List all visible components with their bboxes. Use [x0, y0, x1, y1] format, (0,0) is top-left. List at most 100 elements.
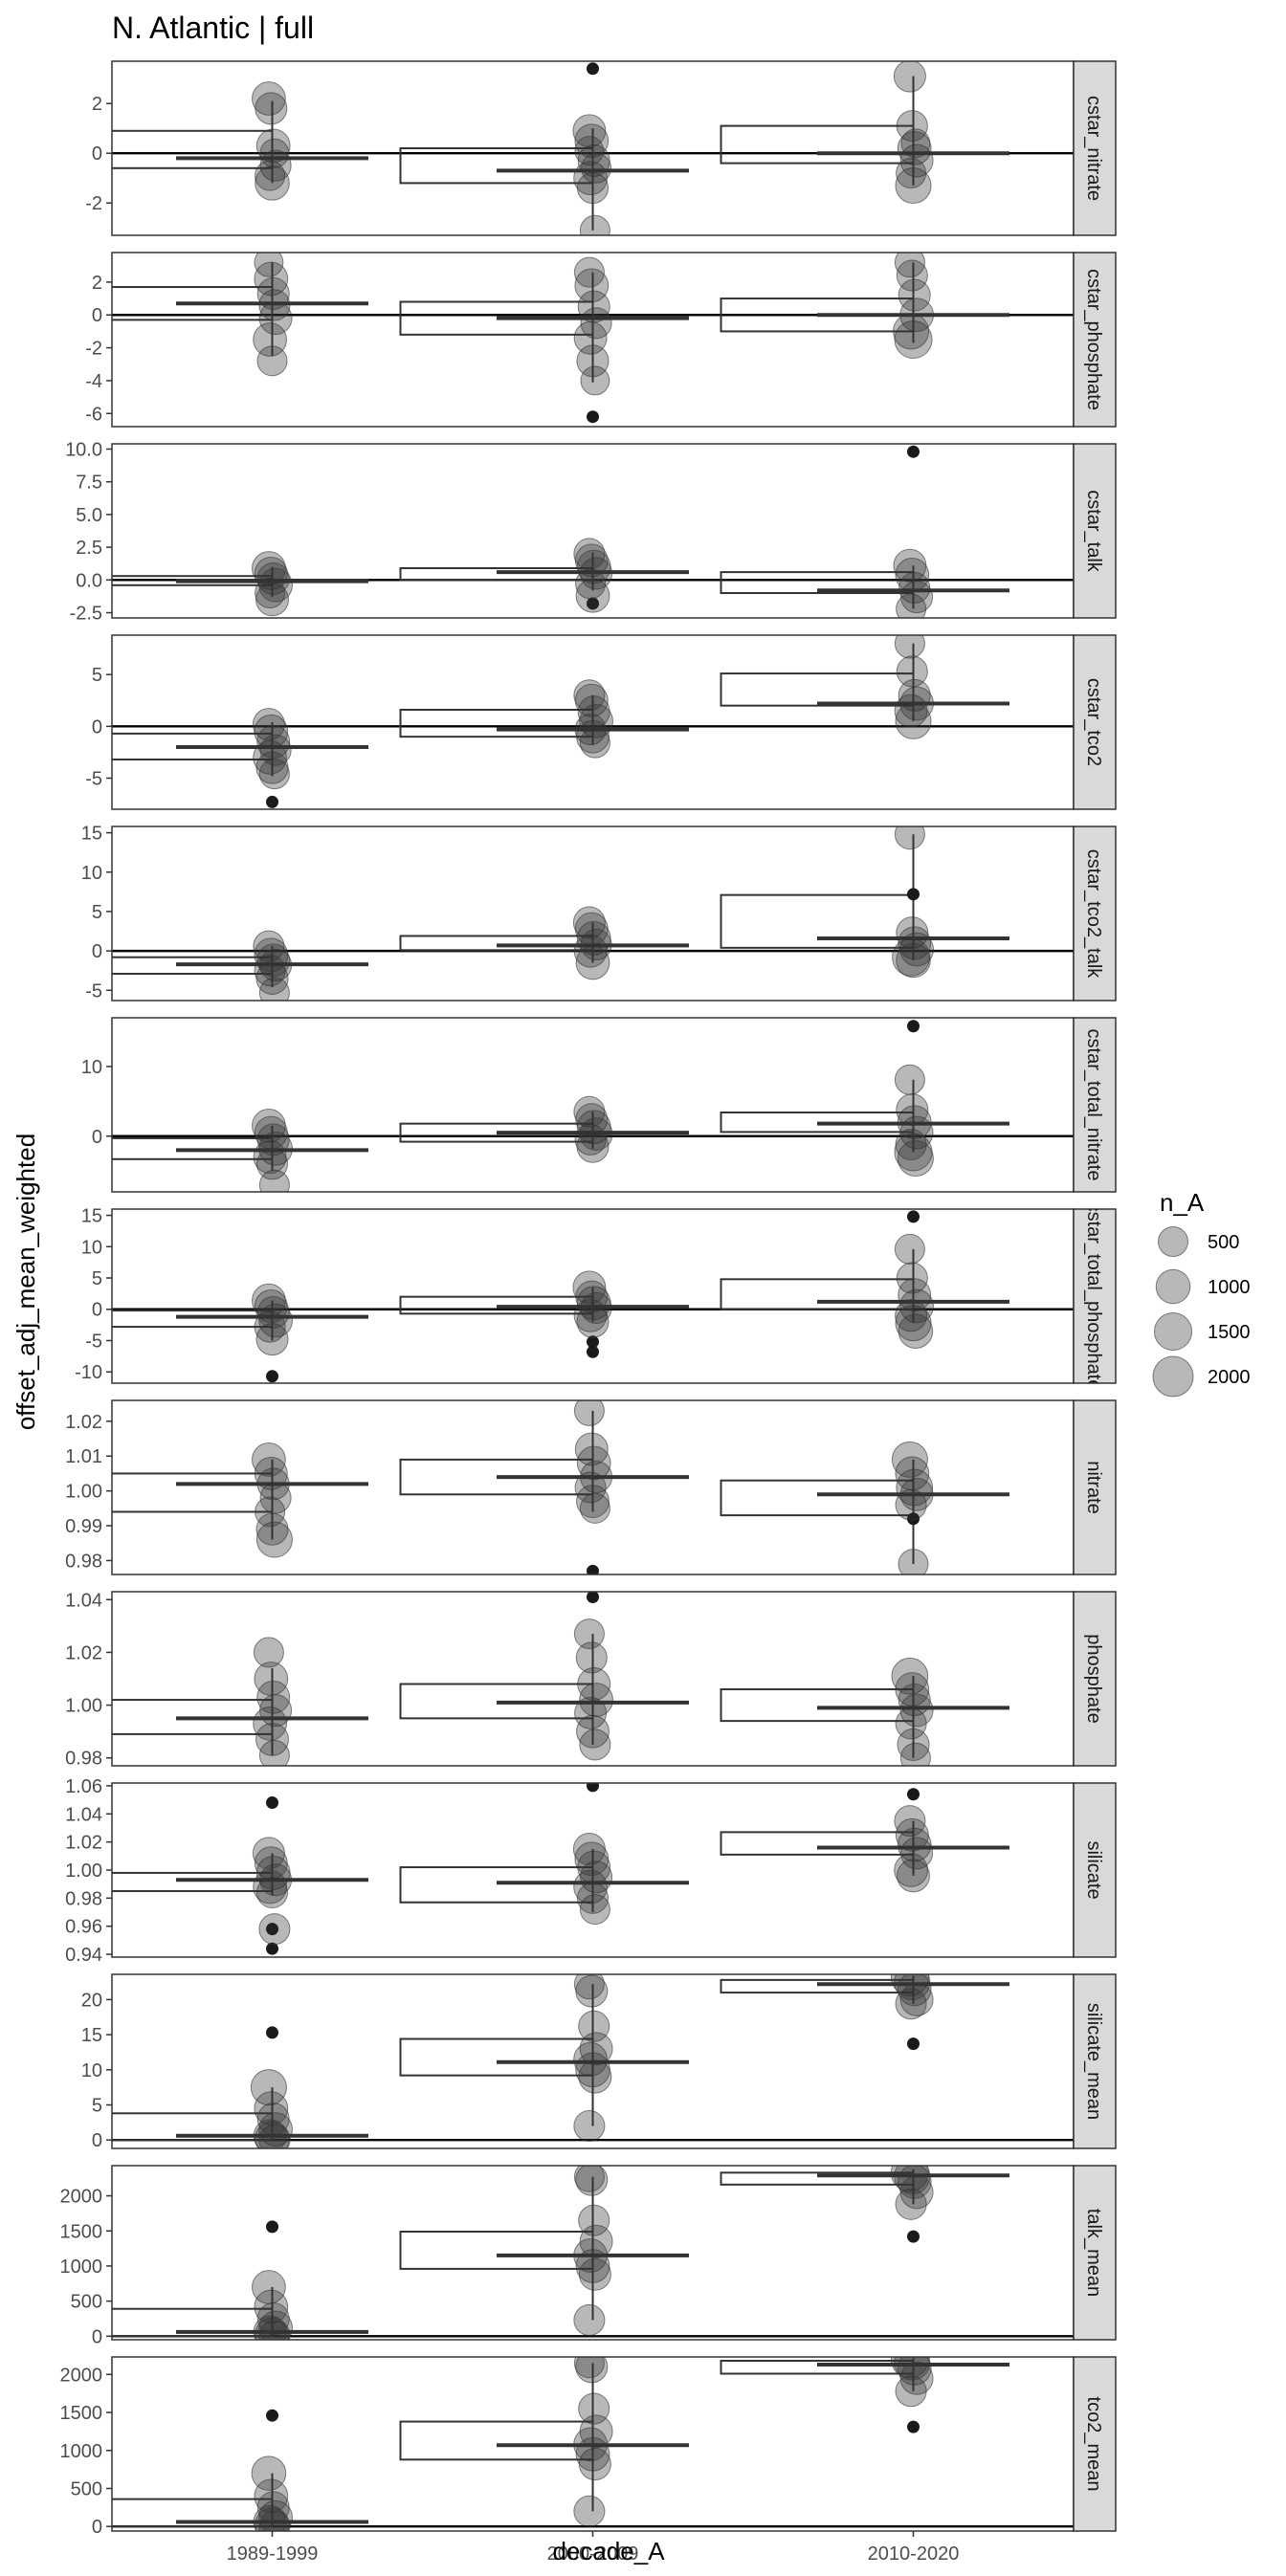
data-point [898, 1278, 932, 1312]
y-tick-label: 1.04 [65, 1590, 102, 1611]
data-point [255, 160, 286, 191]
box-2010-2020 [720, 2357, 1009, 2391]
data-point [254, 261, 289, 297]
data-point [251, 2455, 287, 2491]
data-point [252, 1442, 286, 1477]
data-point [259, 138, 290, 168]
data-point [576, 1305, 610, 1338]
data-point [573, 2303, 606, 2336]
data-point [898, 1313, 934, 1349]
data-point [576, 1714, 610, 1749]
legend-label: 500 [1208, 1232, 1239, 1253]
data-point [258, 1169, 290, 1192]
data-point [575, 568, 607, 600]
box-2000-2009 [399, 694, 689, 745]
data-point [255, 2317, 290, 2340]
box-2010-2020 [720, 1079, 1009, 1153]
box-2010-2020 [720, 2169, 1009, 2205]
legend-key-circle [1158, 1226, 1188, 1257]
facet-strip-label: phosphate [1083, 1634, 1104, 1723]
legend-key-circle [1153, 1311, 1193, 1352]
data-point [254, 1456, 288, 1490]
y-tick-label: 2.5 [76, 538, 102, 559]
data-point [258, 1913, 291, 1946]
y-tick-label: 10 [81, 2060, 102, 2081]
data-point [579, 1117, 613, 1152]
data-point [895, 166, 932, 205]
legend-label: 1000 [1208, 1277, 1251, 1298]
data-point [255, 2507, 290, 2531]
data-point [576, 344, 610, 378]
x-tick-label: 2000-2009 [547, 2543, 639, 2565]
data-point [255, 1148, 289, 1180]
data-point [578, 2257, 611, 2291]
box-iqr [399, 1866, 594, 1904]
box-2000-2009 [399, 272, 689, 383]
data-point [573, 2166, 605, 2192]
y-tick-label: 5 [92, 665, 102, 686]
data-point [255, 1512, 289, 1546]
data-point [255, 1521, 293, 1558]
data-point [253, 739, 287, 775]
y-tick-label: 500 [71, 2478, 102, 2499]
data-point [895, 2375, 927, 2408]
box-2000-2009 [399, 128, 689, 231]
data-point [258, 2124, 291, 2148]
x-axis: 1989-1999 2000-2009 2010-2020 [227, 2531, 959, 2565]
box-iqr [112, 2307, 274, 2338]
y-tick-label: 10 [81, 863, 102, 884]
data-point [897, 1105, 932, 1140]
panel-plot-area [112, 445, 1074, 618]
panel-plot-area [112, 635, 1074, 808]
y-tick-label: -2 [85, 339, 102, 360]
data-point [899, 1477, 934, 1511]
y-tick-label: -4 [85, 371, 102, 392]
panel-plot-area [112, 1783, 1009, 1955]
box-iqr [720, 1688, 915, 1723]
legend-key-circle [1152, 1355, 1194, 1398]
data-point [579, 1728, 611, 1761]
y-tick-label: 5 [92, 2096, 102, 2117]
data-point [893, 61, 926, 93]
data-point [252, 81, 286, 116]
y-tick-label: 15 [81, 824, 102, 845]
y-tick-label: 0.0 [76, 570, 102, 591]
data-point [578, 2059, 612, 2094]
box-iqr [720, 672, 915, 707]
y-tick-label: 2000 [60, 2187, 103, 2208]
data-point [258, 289, 291, 321]
data-point [897, 1974, 932, 2007]
data-point [573, 1400, 605, 1426]
box-iqr [399, 2037, 594, 2077]
y-tick-label: 15 [81, 1206, 102, 1227]
data-point [579, 1894, 610, 1926]
outlier-point [587, 1335, 599, 1349]
outlier-point [266, 1370, 278, 1383]
panel-plot-area [112, 1592, 1009, 1766]
y-tick-label: -6 [85, 404, 102, 425]
facet-strip [1073, 60, 1117, 236]
box-1989-1999 [112, 946, 368, 987]
box-iqr [720, 1278, 915, 1310]
data-point [899, 1115, 934, 1150]
y-tick-label: 1.00 [65, 1482, 102, 1503]
data-point [896, 1262, 928, 1294]
data-point [897, 2166, 932, 2199]
data-point [254, 253, 284, 277]
box-iqr [399, 2420, 594, 2461]
data-point [894, 253, 925, 278]
y-tick-label: 0 [92, 1300, 102, 1321]
legend-title: n_A [1160, 1188, 1205, 1217]
data-point [575, 1641, 608, 1674]
data-point [258, 2320, 291, 2340]
box-iqr [399, 935, 594, 952]
y-tick-label: -5 [85, 980, 102, 1002]
data-point [580, 1860, 613, 1894]
data-point [579, 727, 610, 759]
outlier-point [266, 2026, 278, 2039]
data-point [573, 161, 608, 196]
data-point [254, 1310, 286, 1343]
data-point [894, 319, 933, 360]
facet-strip [1073, 1973, 1117, 2149]
